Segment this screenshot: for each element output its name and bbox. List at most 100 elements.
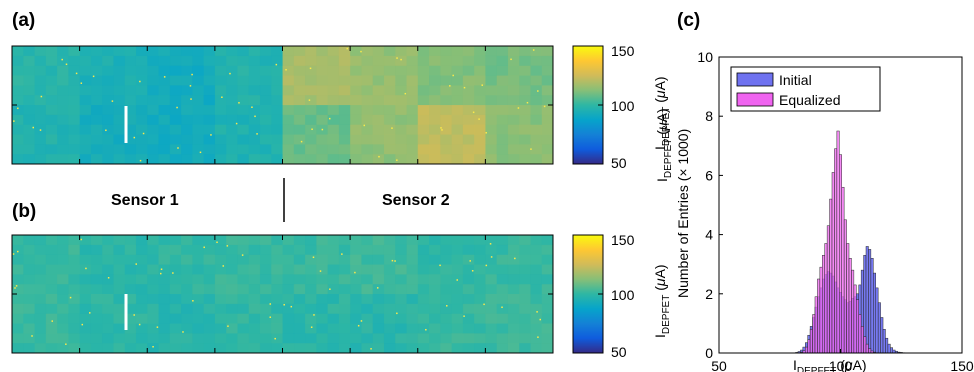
heatmap-b-cell xyxy=(181,294,193,305)
heatmap-a-speckle xyxy=(39,129,42,131)
heatmap-a-cell xyxy=(214,55,227,66)
heatmap-a-cell xyxy=(474,144,486,155)
heatmap-a-cell xyxy=(293,105,306,116)
heatmap-b-cell xyxy=(23,343,35,354)
heatmap-a-speckle xyxy=(61,58,63,61)
heatmap-b-cell xyxy=(474,294,486,305)
heatmap-b-cell xyxy=(496,284,509,295)
heatmap-b-cell xyxy=(102,303,114,314)
heatmap-a-cell xyxy=(12,75,24,86)
heatmap-a-cell xyxy=(214,105,227,116)
heatmap-a-cell xyxy=(507,55,520,66)
heatmap-a-cell xyxy=(372,154,385,165)
heatmap-b-cell xyxy=(34,313,47,324)
heatmap-b-cell xyxy=(282,313,295,324)
heatmap-a-cell xyxy=(248,105,261,116)
heatmap-a-speckle xyxy=(199,151,202,154)
colorbar-b-ticks xyxy=(598,234,603,354)
heatmap-b-cell xyxy=(23,274,35,285)
heatmap-a-cell xyxy=(282,95,295,106)
heatmap-a-cell xyxy=(462,144,475,155)
heatmap-b-cell xyxy=(451,235,464,246)
heatmap-a-cell xyxy=(361,105,373,116)
heatmap-a-cell xyxy=(271,65,283,76)
heatmap-b-cell xyxy=(327,333,340,344)
heatmap-a-cell xyxy=(271,154,283,165)
heatmap-a-cell xyxy=(113,124,126,135)
heatmap-a-cell xyxy=(305,75,317,86)
heatmap-a-cell xyxy=(12,144,24,155)
heatmap-a-cell xyxy=(372,124,385,135)
heatmap-b-speckle xyxy=(394,260,396,262)
heatmap-a-cell xyxy=(462,55,475,66)
heatmap-b-cell xyxy=(451,313,464,324)
heatmap-a-cell xyxy=(113,154,126,165)
heatmap-a-cell xyxy=(474,154,486,165)
heatmap-a-cell xyxy=(102,55,114,66)
heatmap-b-cell xyxy=(305,323,317,334)
heatmap-b-cell xyxy=(135,313,148,324)
heatmap-a-cell xyxy=(305,95,317,106)
heatmap-a-cell xyxy=(338,75,351,86)
heatmap-b-cell xyxy=(282,343,295,354)
heatmap-a-cell xyxy=(327,65,340,76)
heatmap-b-cell xyxy=(192,244,204,255)
heatmap-b-cell xyxy=(406,333,419,344)
heatmap-a-cell xyxy=(530,46,543,57)
heatmap-a-cell xyxy=(282,65,295,76)
heatmap-b-cell xyxy=(327,303,340,314)
heatmap-b-cell xyxy=(440,294,452,305)
heatmap-b-cell xyxy=(282,333,295,344)
heatmap-a-cell xyxy=(395,124,407,135)
heatmap-a-cell xyxy=(23,134,35,145)
heatmap-a-cell xyxy=(474,46,486,57)
heatmap-a-cell xyxy=(57,95,69,106)
heatmap-a-cell xyxy=(102,75,114,86)
heatmap-b-noise xyxy=(12,235,554,354)
heatmap-b-cell xyxy=(68,254,80,265)
heatmap-b-cell xyxy=(259,313,272,324)
heatmap-a-cell xyxy=(68,85,80,96)
heatmap-a-speckle xyxy=(105,129,107,132)
histogram-bar-equalized xyxy=(865,343,869,354)
heatmap-a-cell xyxy=(214,144,227,155)
heatmap-a-cell xyxy=(395,46,407,57)
heatmap-b-cell xyxy=(34,323,47,334)
heatmap-a-cell xyxy=(316,95,328,106)
heatmap-a-cell xyxy=(451,154,464,165)
heatmap-a-cell xyxy=(361,65,373,76)
heatmap-a-cell xyxy=(124,46,137,57)
heatmap-b-ticks xyxy=(12,235,553,353)
heatmap-b-cell xyxy=(293,284,306,295)
heatmap-a-cell xyxy=(259,55,272,66)
heatmap-a-cell xyxy=(485,65,497,76)
heatmap-a-cell xyxy=(395,105,407,116)
heatmap-a-cell xyxy=(541,85,554,96)
heatmap-b-cell xyxy=(102,274,114,285)
heatmap-a-cell xyxy=(451,124,464,135)
heatmap-a-speckle xyxy=(481,84,483,86)
heatmap-b-speckle xyxy=(156,326,159,328)
heatmap-b-cell xyxy=(237,333,249,344)
heatmap-a-cell xyxy=(395,144,407,155)
heatmap-a-cell xyxy=(293,134,306,145)
heatmap-a-cell xyxy=(248,85,261,96)
heatmap-b-cell xyxy=(79,244,92,255)
heatmap-a-cell xyxy=(372,75,385,86)
heatmap-a-cell xyxy=(248,114,261,125)
heatmap-b-cell xyxy=(226,323,238,334)
heatmap-a-cell xyxy=(214,114,227,125)
heatmap-a-cell xyxy=(237,46,249,57)
heatmap-b-cell xyxy=(429,313,441,324)
heatmap-a-cell xyxy=(293,75,306,86)
heatmap-a-cell xyxy=(361,85,373,96)
histogram-xtick-label: 50 xyxy=(711,358,727,372)
heatmap-a-cell xyxy=(68,114,80,125)
heatmap-b-cell xyxy=(474,284,486,295)
heatmap-a-cell xyxy=(327,85,340,96)
heatmap-a-cell xyxy=(124,134,137,145)
heatmap-b-speckle xyxy=(485,264,488,267)
heatmap-a-cell xyxy=(158,124,171,135)
heatmap-a-cell xyxy=(124,65,137,76)
heatmap-b-cell xyxy=(327,323,340,334)
